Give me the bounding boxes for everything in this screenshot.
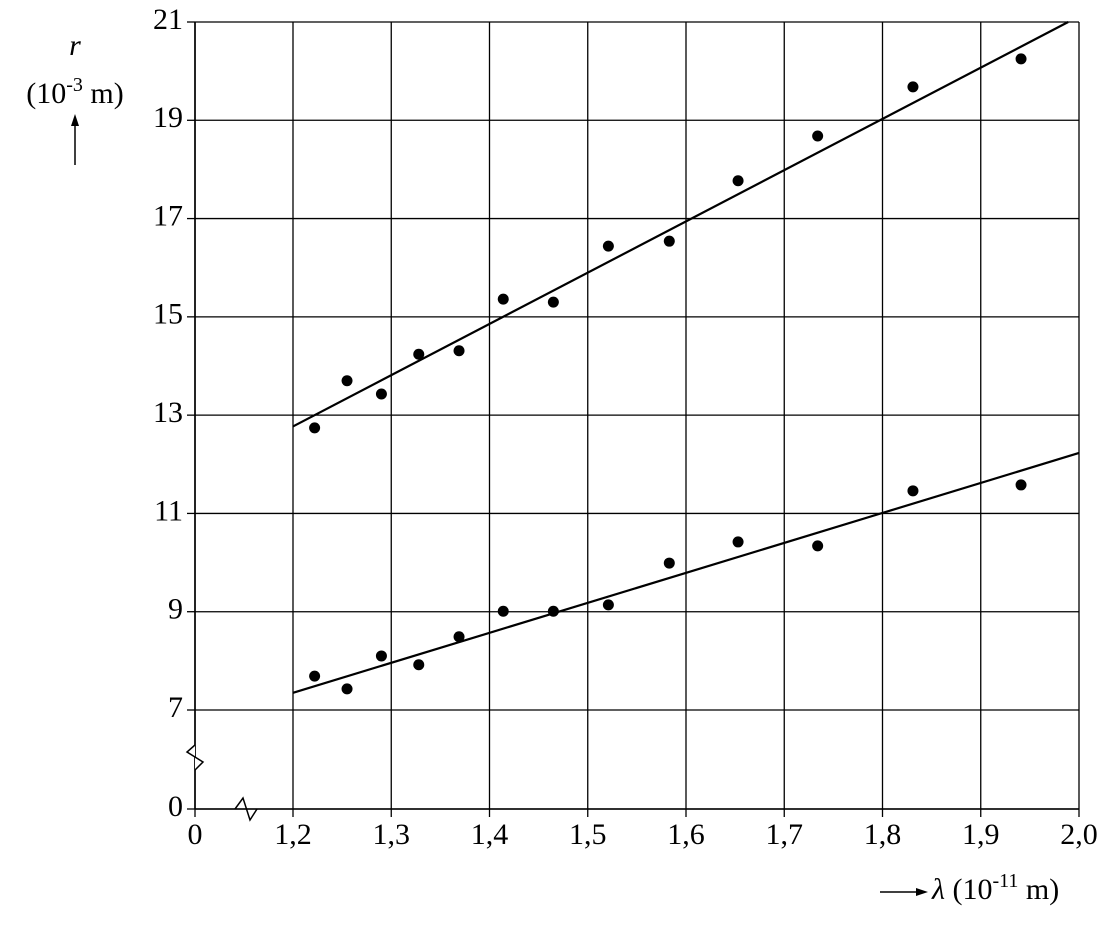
x-axis-label: λ (10-11 m) [880, 870, 1059, 906]
x-label: λ (10-11 m) [931, 870, 1059, 906]
data-point [453, 631, 465, 643]
data-point [1015, 479, 1027, 491]
x-tick-label: 1,3 [373, 818, 411, 851]
y-label-symbol: r [69, 29, 81, 62]
x-tick-label: 2,0 [1060, 818, 1098, 851]
x-tick-label: 1,8 [864, 818, 902, 851]
x-tick-label: 1,4 [471, 818, 509, 851]
x-unit-rest: m) [1018, 873, 1059, 906]
data-point [309, 670, 321, 682]
data-point [663, 235, 675, 247]
x-unit-base: (10 [945, 873, 993, 906]
data-point [812, 540, 824, 552]
y-tick-label: 15 [153, 298, 183, 331]
x-tick-label: 0 [188, 818, 203, 851]
x-tick-label: 1,9 [962, 818, 1000, 851]
data-point [732, 175, 744, 187]
data-point [602, 240, 614, 252]
data-point [341, 375, 353, 387]
x-tick-label: 1,6 [667, 818, 705, 851]
y-axis-label: r (10-3 m) [26, 29, 124, 165]
y-axis-break [185, 744, 205, 771]
x-tick-label: 1,5 [569, 818, 607, 851]
data-point [663, 557, 675, 569]
data-point [812, 130, 824, 142]
data-point [907, 485, 919, 497]
data-point [1015, 53, 1027, 65]
x-unit-exp: -11 [993, 870, 1019, 892]
y-tick-label: 9 [168, 593, 183, 626]
fit-line [292, 21, 1069, 428]
y-unit-base: (10 [26, 77, 66, 110]
data-point [497, 605, 509, 617]
x-axis-break [234, 796, 258, 822]
plot: 0 7 9 11 13 15 17 19 21 0 1,2 1,3 1,4 1,5 1,6 1,7 1,8 1,9… [153, 3, 1098, 851]
y-tick-label: 7 [168, 691, 183, 724]
fit-line [292, 451, 1080, 694]
y-tick-label: 11 [154, 494, 183, 527]
data-point [413, 348, 425, 360]
data-point [375, 388, 387, 400]
data-point [375, 650, 387, 662]
data-point [413, 659, 425, 671]
y-unit-exp: -3 [66, 74, 83, 96]
y-tick-label: 21 [153, 3, 183, 36]
x-arrow-head [916, 888, 928, 896]
data-point [309, 422, 321, 434]
data-point [453, 345, 465, 357]
x-tick-label: 1,7 [766, 818, 804, 851]
y-tick-label: 19 [153, 101, 183, 134]
data-point [547, 605, 559, 617]
data-point [732, 536, 744, 548]
x-tick-label: 1,2 [274, 818, 312, 851]
x-label-symbol: λ [931, 873, 945, 906]
y-arrow-head [71, 114, 79, 126]
y-label-unit: (10-3 m) [26, 74, 124, 110]
data-point [907, 81, 919, 93]
y-tick-label: 13 [153, 396, 183, 429]
y-tick-label: 0 [168, 790, 183, 823]
data-point [602, 599, 614, 611]
y-tick-label: 17 [153, 199, 183, 232]
y-unit-rest: m) [83, 77, 124, 110]
data-point [497, 293, 509, 305]
data-point [547, 296, 559, 308]
data-point [341, 683, 353, 695]
